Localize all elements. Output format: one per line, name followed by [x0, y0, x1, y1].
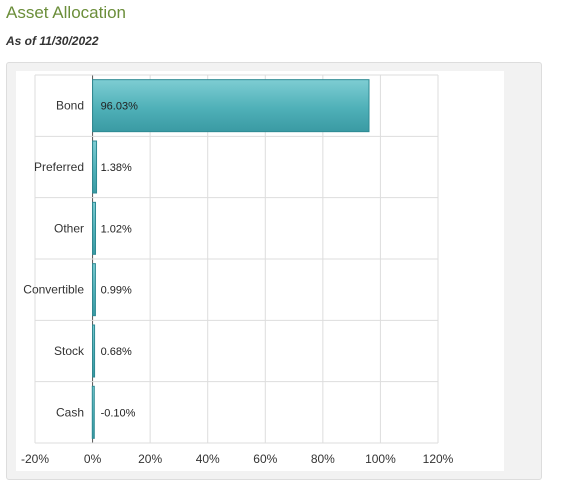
bars	[91, 79, 370, 439]
x-tick-label: 120%	[423, 452, 454, 466]
x-tick-label: 80%	[311, 452, 335, 466]
x-tick-label: 60%	[253, 452, 277, 466]
x-tick-label: -20%	[21, 452, 49, 466]
category-label: Bond	[56, 99, 84, 113]
chart-plot-area	[16, 71, 504, 471]
value-label: 0.68%	[101, 346, 132, 358]
value-label: 0.99%	[101, 285, 132, 297]
grid-lines	[34, 74, 439, 444]
bar-other[interactable]	[92, 201, 97, 255]
labels: -20% 0% 20% 40% 60% 80% 100% 120% Bond 96.03% Pref…	[21, 99, 454, 466]
category-label: Preferred	[34, 160, 84, 174]
as-of-date: As of 11/30/2022	[6, 34, 99, 48]
x-tick-label: 20%	[138, 452, 162, 466]
x-tick-label: 0%	[84, 452, 102, 466]
value-label: 1.38%	[101, 162, 132, 174]
bar-bond[interactable]	[92, 79, 370, 133]
x-tick-label: 40%	[196, 452, 220, 466]
x-tick-label: 100%	[365, 452, 396, 466]
value-label: 96.03%	[101, 101, 139, 113]
value-label: -0.10%	[101, 407, 136, 419]
category-label: Stock	[54, 344, 85, 358]
bar-convertible[interactable]	[92, 263, 96, 317]
value-label: 1.02%	[101, 223, 132, 235]
bar-preferred[interactable]	[92, 140, 98, 194]
page-title: Asset Allocation	[6, 3, 127, 22]
category-label: Convertible	[23, 283, 84, 297]
bar-cash[interactable]	[91, 385, 95, 439]
bar-stock[interactable]	[92, 324, 96, 378]
category-label: Cash	[56, 405, 84, 419]
category-label: Other	[54, 221, 84, 235]
